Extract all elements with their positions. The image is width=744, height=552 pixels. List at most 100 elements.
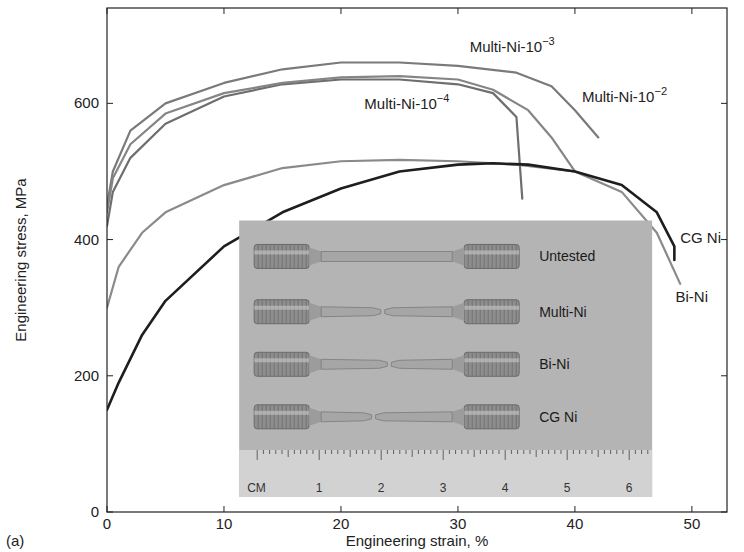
specimen [254,300,519,324]
y-tick [721,375,727,376]
ruler-tick [474,450,475,457]
specimen [254,405,519,429]
thread-line [290,244,291,268]
thread-line [270,244,271,268]
ruler-number: 1 [316,481,323,495]
thread-line [266,352,267,376]
thread-line [306,352,307,376]
specimen [254,244,519,268]
ruler-tick [598,450,599,457]
thread-line [294,352,295,376]
ruler-tick [424,450,425,454]
thread-line [504,405,505,429]
ruler-tick [585,450,586,454]
thread-line [508,244,509,268]
specimen-thread [464,244,519,268]
thread-line [278,405,279,429]
ruler-tick [467,450,468,454]
x-tick-label: 50 [684,515,701,532]
thread-line [480,244,481,268]
series-line [107,76,575,212]
ruler-tick [449,450,450,454]
thread-highlight [254,306,309,310]
y-tick [721,512,727,513]
ruler-tick [523,450,524,454]
thread-line [298,244,299,268]
x-tick-label: 30 [450,515,467,532]
series-label: Multi-Ni-10−4 [364,92,449,112]
thread-line [262,244,263,268]
ruler-tick [412,450,413,457]
thread-line [270,300,271,324]
thread-line [516,405,517,429]
thread-line [278,300,279,324]
ruler-tick [591,450,592,454]
ruler-number: 6 [626,481,633,495]
thread-line [500,405,501,429]
thread-highlight [464,306,519,310]
ruler-tick [622,450,623,454]
inset-photo: UntestedMulti-NiBi-NiCG NiCM123456 [239,220,652,497]
x-tick [457,506,458,512]
x-tick [107,506,108,512]
thread-line [258,405,259,429]
ruler-tick [616,450,617,454]
specimen-thread [254,244,309,268]
label-exponent: −4 [437,92,450,104]
x-tick [691,8,692,14]
thread-line [492,244,493,268]
ruler-tick [573,450,574,454]
thread-line [492,352,493,376]
thread-line [306,300,307,324]
thread-line [508,405,509,429]
thread-line [484,352,485,376]
thread-line [472,244,473,268]
ruler-number: 4 [502,481,509,495]
thread-line [476,300,477,324]
thread-line [262,352,263,376]
chart: UntestedMulti-NiBi-NiCG NiCM123456 0 10 20 3… [0,0,744,552]
thread-line [512,300,513,324]
y-tick [107,239,113,240]
y-axis-title: Engineering stress, MPa [12,178,29,342]
thread-line [294,300,295,324]
thread-line [282,244,283,268]
y-tick [721,103,727,104]
ruler-tick [331,450,332,454]
thread-line [496,405,497,429]
thread-line [488,352,489,376]
x-tick-label: 20 [333,515,350,532]
label-base: Multi-Ni-10 [582,88,655,105]
ruler-tick [362,450,363,454]
panel-label: (a) [6,532,24,549]
thread-line [484,405,485,429]
thread-line [492,405,493,429]
ruler-tick [517,450,518,454]
ruler-tick [554,450,555,454]
ruler-tick [325,450,326,454]
thread-line [266,300,267,324]
thread-line [278,352,279,376]
thread-line [278,244,279,268]
x-tick [574,8,575,14]
y-tick-label: 0 [91,503,99,520]
specimen [254,352,519,376]
thread-line [488,300,489,324]
x-tick [223,8,224,14]
thread-line [504,244,505,268]
y-tick [107,103,113,104]
x-tick-label: 10 [216,515,233,532]
ruler-tick [387,450,388,454]
thread-line [302,244,303,268]
thread-line [480,300,481,324]
thread-line [500,352,501,376]
thread-line [476,352,477,376]
x-tick [457,8,458,14]
thread-line [274,244,275,268]
ruler-tick [536,450,537,457]
ruler-tick [492,450,493,454]
x-tick [107,8,108,14]
thread-line [500,244,501,268]
ruler-tick [350,450,351,457]
thread-line [290,405,291,429]
